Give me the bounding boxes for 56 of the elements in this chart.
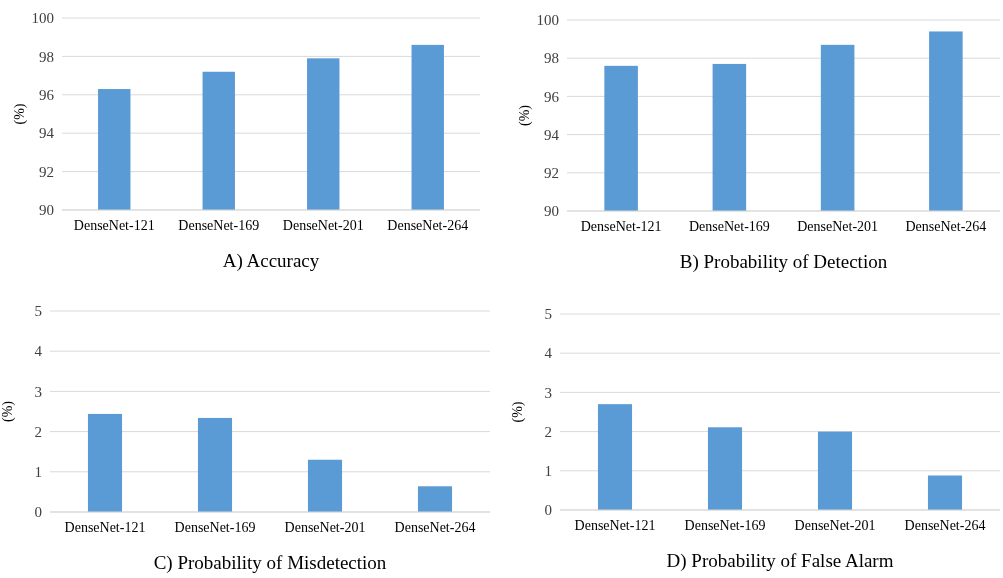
x-tick-label: DenseNet-121 — [64, 520, 146, 535]
y-tick-label: 1 — [34, 464, 42, 481]
y-tick-label: 0 — [544, 502, 552, 519]
x-tick-label: DenseNet-121 — [580, 219, 662, 234]
x-tick-label: DenseNet-169 — [684, 518, 766, 533]
y-tick-label: 96 — [39, 87, 55, 104]
y-tick-label: 5 — [544, 306, 552, 323]
bar — [417, 486, 453, 512]
y-tick-label: 90 — [544, 203, 559, 220]
bar — [197, 417, 233, 512]
x-tick-label: DenseNet-169 — [174, 520, 256, 535]
bar — [307, 459, 343, 512]
y-tick-label: 94 — [544, 126, 560, 143]
bar — [707, 427, 743, 510]
y-tick-label: 4 — [544, 345, 553, 362]
y-tick-label: 1 — [544, 463, 552, 480]
y-tick-label: 5 — [34, 303, 42, 320]
text: B) Probability of Detection — [679, 251, 888, 273]
y-tick-label: 98 — [39, 48, 54, 65]
x-tick-label: DenseNet-121 — [574, 518, 656, 533]
y-tick-label: 92 — [39, 163, 54, 180]
y-axis-title: (%) — [12, 103, 28, 125]
x-tick-label: DenseNet-264 — [904, 518, 986, 533]
y-tick-label: 98 — [544, 50, 559, 67]
bar — [927, 475, 963, 510]
y-axis-title: (%) — [0, 400, 16, 422]
x-tick-label: DenseNet-121 — [73, 218, 155, 233]
x-tick-label: DenseNet-201 — [797, 219, 879, 234]
text: A) Accuracy — [222, 250, 320, 272]
text: D) Probability of False Alarm — [666, 550, 894, 572]
text: C) Probability of Misdetection — [153, 552, 387, 574]
x-tick-label: DenseNet-169 — [688, 219, 770, 234]
x-tick-label: DenseNet-201 — [794, 518, 876, 533]
y-tick-label: 0 — [34, 504, 42, 521]
x-tick-label: DenseNet-264 — [394, 520, 476, 535]
x-tick-label: DenseNet-201 — [282, 218, 364, 233]
y-tick-label: 2 — [34, 423, 42, 440]
y-tick-label: 92 — [544, 165, 559, 182]
y-tick-label: 100 — [31, 10, 54, 27]
bar — [597, 404, 633, 510]
bar — [817, 431, 853, 510]
y-tick-label: 100 — [536, 12, 559, 29]
y-tick-label: 2 — [544, 423, 552, 440]
y-tick-label: 96 — [544, 88, 560, 105]
bar — [87, 413, 123, 512]
x-tick-label: DenseNet-201 — [284, 520, 366, 535]
y-axis-title: (%) — [517, 104, 533, 126]
y-tick-label: 94 — [39, 125, 55, 142]
y-tick-label: 4 — [34, 343, 43, 360]
x-tick-label: DenseNet-264 — [387, 218, 469, 233]
y-axis-title: (%) — [510, 401, 526, 423]
x-tick-label: DenseNet-169 — [178, 218, 260, 233]
y-tick-label: 3 — [544, 384, 552, 401]
y-tick-label: 3 — [34, 383, 42, 400]
y-tick-label: 90 — [39, 202, 54, 219]
x-tick-label: DenseNet-264 — [905, 219, 987, 234]
